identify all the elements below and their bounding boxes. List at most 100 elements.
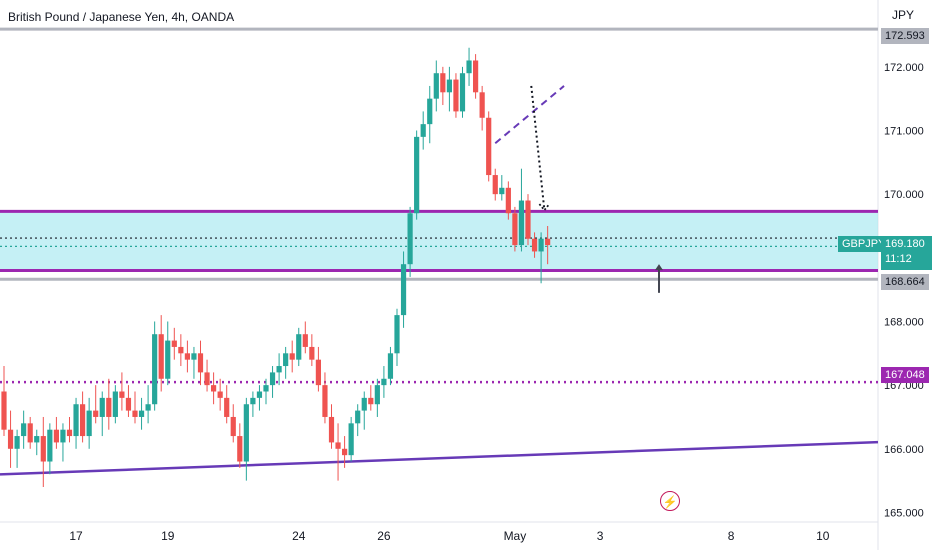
top-level-price-label[interactable]: 172.593 (881, 28, 929, 44)
lightning-icon[interactable]: ⚡ (660, 491, 680, 511)
candle-body (525, 200, 531, 239)
candle-body (531, 238, 538, 252)
currency-label: JPY (892, 8, 915, 22)
candle-body (106, 397, 112, 417)
candle-body (27, 423, 33, 443)
candle-body (60, 429, 66, 443)
candle-body (486, 117, 492, 176)
candle-body (440, 73, 446, 93)
candle-body (309, 346, 315, 360)
y-tick-label: 167.000 (884, 380, 924, 392)
candle-body (361, 397, 367, 411)
candle-body (197, 353, 204, 373)
candle-body (171, 340, 177, 347)
candle-body (407, 213, 413, 265)
candle-body (512, 213, 518, 246)
support-level-price-label[interactable]: 168.664 (881, 274, 929, 290)
candle-body (400, 264, 407, 316)
candle-body (14, 436, 20, 449)
y-tick-label: 166.000 (884, 444, 924, 456)
candle-body (538, 238, 544, 252)
candle-body (289, 353, 295, 360)
candle-body (283, 353, 289, 367)
candle-body (499, 187, 505, 195)
current-price-value: 169.180 (885, 238, 925, 250)
candle-body (302, 334, 308, 347)
candle-body (459, 73, 466, 112)
candle-body (466, 60, 472, 74)
candle-body (152, 334, 158, 405)
x-tick-label: 10 (816, 529, 830, 543)
candle-body (381, 378, 387, 386)
candle-body (145, 404, 151, 411)
candle-body (315, 359, 321, 386)
candle-body (119, 391, 125, 398)
x-tick-label: 19 (161, 529, 175, 543)
candle-body (473, 60, 479, 93)
candle-body (21, 423, 27, 437)
candle-body (34, 436, 40, 443)
candle-body (125, 397, 132, 411)
candle-body (256, 391, 263, 398)
candle-body (237, 436, 243, 462)
candle-body (355, 410, 361, 424)
candle-body (204, 372, 210, 386)
candle-body (427, 98, 433, 125)
candle-body (296, 334, 302, 360)
candle-body (211, 385, 217, 392)
candle-body (53, 429, 59, 443)
candle-body (158, 334, 164, 379)
y-tick-label: 165.000 (884, 507, 924, 519)
candle-body (335, 442, 341, 449)
candle-body (224, 397, 230, 417)
candle-body (387, 353, 394, 379)
x-tick-label: 17 (69, 529, 83, 543)
target-arrow-head (538, 203, 551, 212)
y-tick-label: 172.000 (884, 62, 924, 74)
candle-body (1, 391, 7, 430)
dotted-level-price-label[interactable]: 167.048 (881, 367, 929, 383)
candle-body (93, 410, 99, 417)
candle-body (138, 410, 145, 417)
x-tick-label: May (504, 529, 527, 543)
x-tick-label: 8 (728, 529, 735, 543)
candle-body (191, 353, 197, 360)
candle-body (230, 416, 236, 437)
candle-body (47, 429, 53, 462)
y-tick-label: 168.000 (884, 316, 924, 328)
symbol-tag: GBPJPY (838, 236, 890, 252)
candle-body (348, 423, 354, 456)
candle-body (328, 416, 335, 443)
candle-body (368, 397, 374, 405)
candle-body (250, 397, 256, 405)
target-dotted-arrow (530, 85, 546, 211)
candle-body (165, 340, 171, 379)
candle-body (322, 385, 328, 417)
candle-body (414, 136, 420, 214)
candle-body (178, 346, 184, 354)
candle-body (453, 79, 459, 112)
candle-body (492, 175, 498, 195)
trendline (0, 440, 879, 476)
candle-body (112, 391, 118, 417)
candle-body (545, 238, 551, 246)
candle-body (73, 404, 79, 437)
candle-body (420, 124, 426, 137)
current-price-label[interactable]: 169.180 (881, 236, 932, 270)
candle-body (40, 436, 46, 462)
candle-body (505, 187, 511, 214)
entry-arrow-head (655, 264, 663, 271)
candle-body (80, 404, 86, 437)
candle-body (132, 410, 138, 417)
chart-title: British Pound / Japanese Yen, 4h, OANDA (8, 10, 235, 24)
candle-body (479, 92, 485, 118)
candle-body (446, 79, 452, 93)
y-tick-label: 170.000 (884, 189, 924, 201)
support-zone (0, 211, 878, 271)
candle-body (7, 429, 14, 449)
candle-body (263, 385, 269, 392)
candle-body (394, 315, 400, 354)
candle-body (66, 429, 73, 437)
